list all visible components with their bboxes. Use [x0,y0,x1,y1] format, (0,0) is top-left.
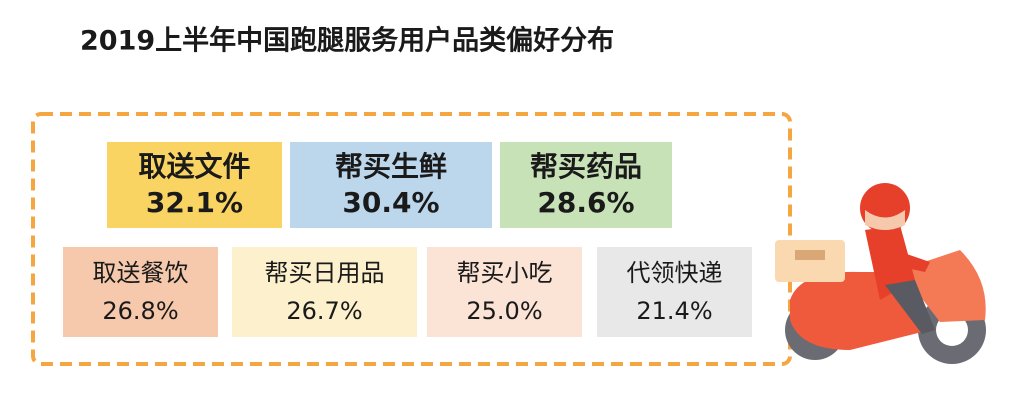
tile [290,142,492,228]
category-label: 取送文件 [138,150,250,183]
value-label: 32.1% [146,186,243,219]
value-label: 21.4% [636,297,712,325]
tile [107,142,282,228]
title: 2019上半年中国跑腿服务用户品类偏好分布 [80,25,614,57]
value-label: 25.0% [466,297,542,325]
value-label: 26.8% [102,297,178,325]
category-label: 取送餐饮 [93,259,189,287]
category-label: 帮买日用品 [265,259,385,287]
value-label: 30.4% [342,186,439,219]
category-label: 帮买生鲜 [335,150,447,183]
tile [427,247,582,337]
tile [232,247,417,337]
tile [63,247,218,337]
scooter-illustration [775,183,986,364]
category-label: 帮买小吃 [457,259,553,287]
dashed-frame [31,112,792,366]
category-label: 帮买药品 [530,150,642,183]
tile [597,247,752,337]
tile [500,142,672,228]
value-label: 28.6% [537,186,634,219]
value-label: 26.7% [286,297,362,325]
category-label: 代领快递 [627,259,723,287]
